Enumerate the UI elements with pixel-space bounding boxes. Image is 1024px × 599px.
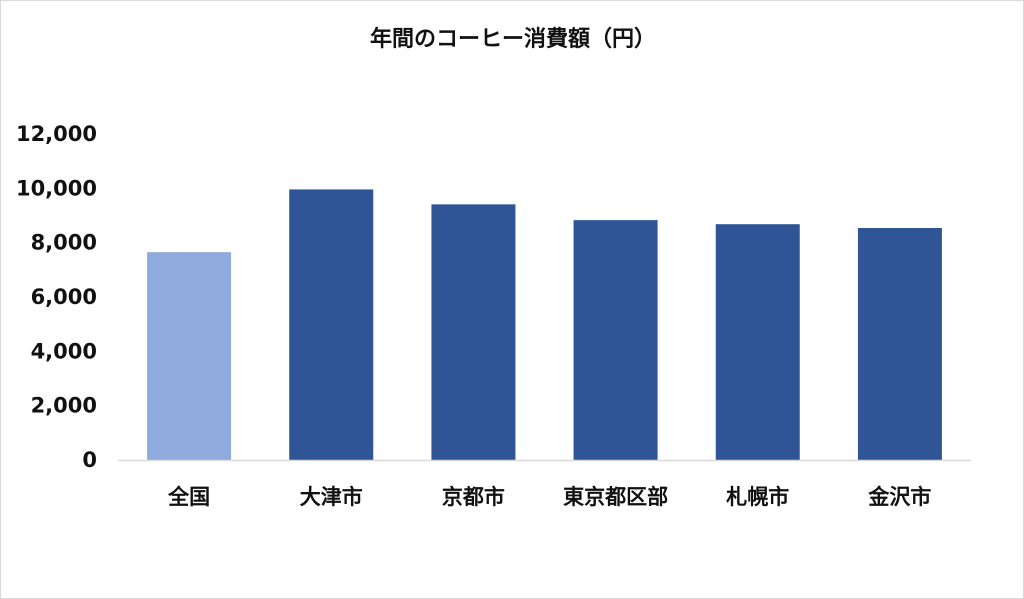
bar	[147, 252, 232, 460]
x-tick-label: 東京都区部	[563, 485, 668, 509]
y-axis: 0 2,000 4,000 6,000 8,000 10,000 12,000	[16, 122, 97, 472]
bar	[431, 204, 516, 460]
y-tick-label: 12,000	[16, 122, 97, 146]
y-tick-label: 0	[82, 448, 97, 472]
y-tick-label: 8,000	[31, 231, 97, 255]
y-tick-label: 2,000	[31, 394, 97, 418]
chart-title: 年間のコーヒー消費額（円）	[369, 27, 656, 52]
x-axis: 全国 大津市 京都市 東京都区部 札幌市 金沢市	[167, 485, 931, 509]
bars	[147, 189, 942, 461]
x-tick-label: 金沢市	[867, 485, 931, 509]
bar	[289, 189, 374, 461]
bar	[573, 220, 658, 460]
bar	[857, 227, 942, 460]
x-tick-label: 大津市	[300, 485, 363, 509]
y-tick-label: 10,000	[16, 176, 97, 200]
y-tick-label: 4,000	[31, 339, 97, 363]
bar	[715, 224, 800, 460]
x-tick-label: 札幌市	[725, 485, 789, 509]
x-tick-label: 京都市	[442, 485, 505, 509]
y-tick-label: 6,000	[31, 285, 97, 309]
x-tick-label: 全国	[167, 485, 210, 509]
